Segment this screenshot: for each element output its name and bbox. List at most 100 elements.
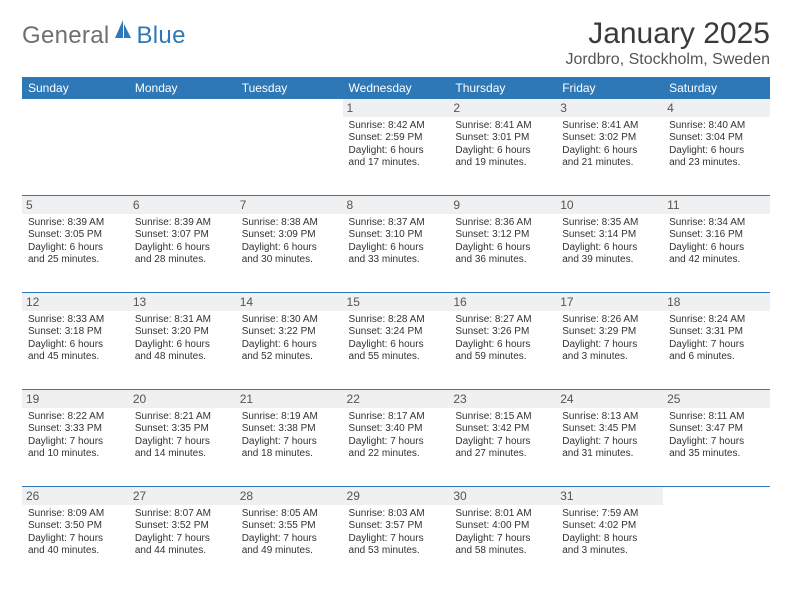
- brand-logo: General Blue: [22, 18, 186, 50]
- detail-line: and 23 minutes.: [669, 157, 764, 169]
- day-details: Sunrise: 8:38 AMSunset: 3:09 PMDaylight:…: [242, 217, 337, 266]
- detail-line: Daylight: 6 hours: [135, 339, 230, 351]
- day-number: 7: [236, 196, 343, 215]
- day-details: Sunrise: 8:28 AMSunset: 3:24 PMDaylight:…: [349, 314, 444, 363]
- day-number: 13: [129, 293, 236, 312]
- detail-line: and 3 minutes.: [562, 351, 657, 363]
- detail-line: Daylight: 6 hours: [455, 242, 550, 254]
- day-number: 28: [236, 487, 343, 506]
- detail-line: Daylight: 6 hours: [242, 242, 337, 254]
- day-details: Sunrise: 8:03 AMSunset: 3:57 PMDaylight:…: [349, 508, 444, 557]
- day-number: 30: [449, 487, 556, 506]
- detail-line: Daylight: 7 hours: [349, 436, 444, 448]
- detail-line: and 48 minutes.: [135, 351, 230, 363]
- detail-line: Sunset: 3:24 PM: [349, 326, 444, 338]
- detail-line: Sunset: 3:40 PM: [349, 423, 444, 435]
- detail-line: Daylight: 6 hours: [669, 242, 764, 254]
- weekday-header: Sunday: [22, 77, 129, 99]
- calendar-cell: 28Sunrise: 8:05 AMSunset: 3:55 PMDayligh…: [236, 486, 343, 583]
- detail-line: Sunrise: 8:21 AM: [135, 411, 230, 423]
- calendar-cell: 18 Sunrise: 8:24 AMSunset: 3:31 PMDayligh…: [663, 292, 770, 389]
- detail-line: Daylight: 6 hours: [28, 339, 123, 351]
- detail-line: Daylight: 7 hours: [28, 533, 123, 545]
- detail-line: Sunset: 3:02 PM: [562, 132, 657, 144]
- detail-line: and 27 minutes.: [455, 448, 550, 460]
- detail-line: Sunrise: 8:01 AM: [455, 508, 550, 520]
- day-number: 29: [343, 487, 450, 506]
- detail-line: Daylight: 7 hours: [669, 436, 764, 448]
- sail-icon: [113, 18, 133, 45]
- weekday-header: Friday: [556, 77, 663, 99]
- detail-line: Daylight: 7 hours: [349, 533, 444, 545]
- day-details: Sunrise: 8:37 AMSunset: 3:10 PMDaylight:…: [349, 217, 444, 266]
- detail-line: Daylight: 6 hours: [562, 145, 657, 157]
- calendar-cell: 21 Sunrise: 8:19 AMSunset: 3:38 PMDayligh…: [236, 389, 343, 486]
- calendar-cell: 5Sunrise: 8:39 AMSunset: 3:05 PMDaylight…: [22, 195, 129, 292]
- day-details: Sunrise: 8:40 AMSunset: 3:04 PMDaylight:…: [669, 120, 764, 169]
- day-details: Sunrise: 8:19 AMSunset: 3:38 PMDaylight:…: [242, 411, 337, 460]
- detail-line: Sunrise: 8:05 AM: [242, 508, 337, 520]
- detail-line: Sunrise: 8:41 AM: [562, 120, 657, 132]
- detail-line: Sunrise: 8:42 AM: [349, 120, 444, 132]
- detail-line: Sunset: 4:02 PM: [562, 520, 657, 532]
- day-details: Sunrise: 8:13 AMSunset: 3:45 PMDaylight:…: [562, 411, 657, 460]
- detail-line: Sunset: 3:42 PM: [455, 423, 550, 435]
- detail-line: Sunset: 3:52 PM: [135, 520, 230, 532]
- detail-line: and 45 minutes.: [28, 351, 123, 363]
- detail-line: Sunset: 4:00 PM: [455, 520, 550, 532]
- day-number: 8: [343, 196, 450, 215]
- calendar-row: 12Sunrise: 8:33 AMSunset: 3:18 PMDayligh…: [22, 292, 770, 389]
- detail-line: Sunset: 3:12 PM: [455, 229, 550, 241]
- day-details: Sunrise: 8:42 AMSunset: 2:59 PMDaylight:…: [349, 120, 444, 169]
- detail-line: Sunset: 3:18 PM: [28, 326, 123, 338]
- day-number: 18: [663, 293, 770, 312]
- detail-line: Sunrise: 8:35 AM: [562, 217, 657, 229]
- day-number: 10: [556, 196, 663, 215]
- month-title: January 2025: [565, 18, 770, 50]
- detail-line: Sunrise: 8:17 AM: [349, 411, 444, 423]
- detail-line: Daylight: 7 hours: [455, 436, 550, 448]
- location: Jordbro, Stockholm, Sweden: [565, 51, 770, 69]
- day-number: 22: [343, 390, 450, 409]
- detail-line: Sunset: 3:01 PM: [455, 132, 550, 144]
- detail-line: Daylight: 7 hours: [669, 339, 764, 351]
- calendar-cell: 6Sunrise: 8:39 AMSunset: 3:07 PMDaylight…: [129, 195, 236, 292]
- calendar-row: 1Sunrise: 8:42 AMSunset: 2:59 PMDaylight…: [22, 99, 770, 196]
- detail-line: and 44 minutes.: [135, 545, 230, 557]
- brand-part2: Blue: [136, 22, 185, 50]
- detail-line: Sunset: 2:59 PM: [349, 132, 444, 144]
- detail-line: Daylight: 6 hours: [242, 339, 337, 351]
- detail-line: and 59 minutes.: [455, 351, 550, 363]
- detail-line: Daylight: 6 hours: [455, 145, 550, 157]
- day-number: 21: [236, 390, 343, 409]
- calendar-cell: 25Sunrise: 8:11 AMSunset: 3:47 PMDayligh…: [663, 389, 770, 486]
- calendar-cell: 12Sunrise: 8:33 AMSunset: 3:18 PMDayligh…: [22, 292, 129, 389]
- detail-line: Sunrise: 8:36 AM: [455, 217, 550, 229]
- detail-line: Daylight: 6 hours: [562, 242, 657, 254]
- detail-line: Sunrise: 8:03 AM: [349, 508, 444, 520]
- calendar-cell: 2Sunrise: 8:41 AMSunset: 3:01 PMDaylight…: [449, 99, 556, 196]
- detail-line: Sunset: 3:45 PM: [562, 423, 657, 435]
- day-details: Sunrise: 8:26 AMSunset: 3:29 PMDaylight:…: [562, 314, 657, 363]
- detail-line: and 39 minutes.: [562, 254, 657, 266]
- detail-line: and 52 minutes.: [242, 351, 337, 363]
- day-details: Sunrise: 8:17 AMSunset: 3:40 PMDaylight:…: [349, 411, 444, 460]
- detail-line: Sunrise: 8:22 AM: [28, 411, 123, 423]
- title-block: January 2025 Jordbro, Stockholm, Sweden: [565, 18, 770, 75]
- day-details: Sunrise: 8:15 AMSunset: 3:42 PMDaylight:…: [455, 411, 550, 460]
- calendar-cell: 9Sunrise: 8:36 AMSunset: 3:12 PMDaylight…: [449, 195, 556, 292]
- detail-line: and 36 minutes.: [455, 254, 550, 266]
- detail-line: Sunrise: 8:39 AM: [28, 217, 123, 229]
- day-details: Sunrise: 8:24 AMSunset: 3:31 PMDaylight:…: [669, 314, 764, 363]
- detail-line: Sunset: 3:04 PM: [669, 132, 764, 144]
- detail-line: Sunrise: 8:39 AM: [135, 217, 230, 229]
- detail-line: Sunrise: 8:41 AM: [455, 120, 550, 132]
- detail-line: and 25 minutes.: [28, 254, 123, 266]
- detail-line: and 49 minutes.: [242, 545, 337, 557]
- day-details: Sunrise: 8:07 AMSunset: 3:52 PMDaylight:…: [135, 508, 230, 557]
- calendar-cell: 8 Sunrise: 8:37 AMSunset: 3:10 PMDaylight…: [343, 195, 450, 292]
- detail-line: Sunset: 3:20 PM: [135, 326, 230, 338]
- calendar-page: General Blue January 2025 Jordbro, Stock…: [0, 0, 792, 612]
- detail-line: and 35 minutes.: [669, 448, 764, 460]
- day-number: 31: [556, 487, 663, 506]
